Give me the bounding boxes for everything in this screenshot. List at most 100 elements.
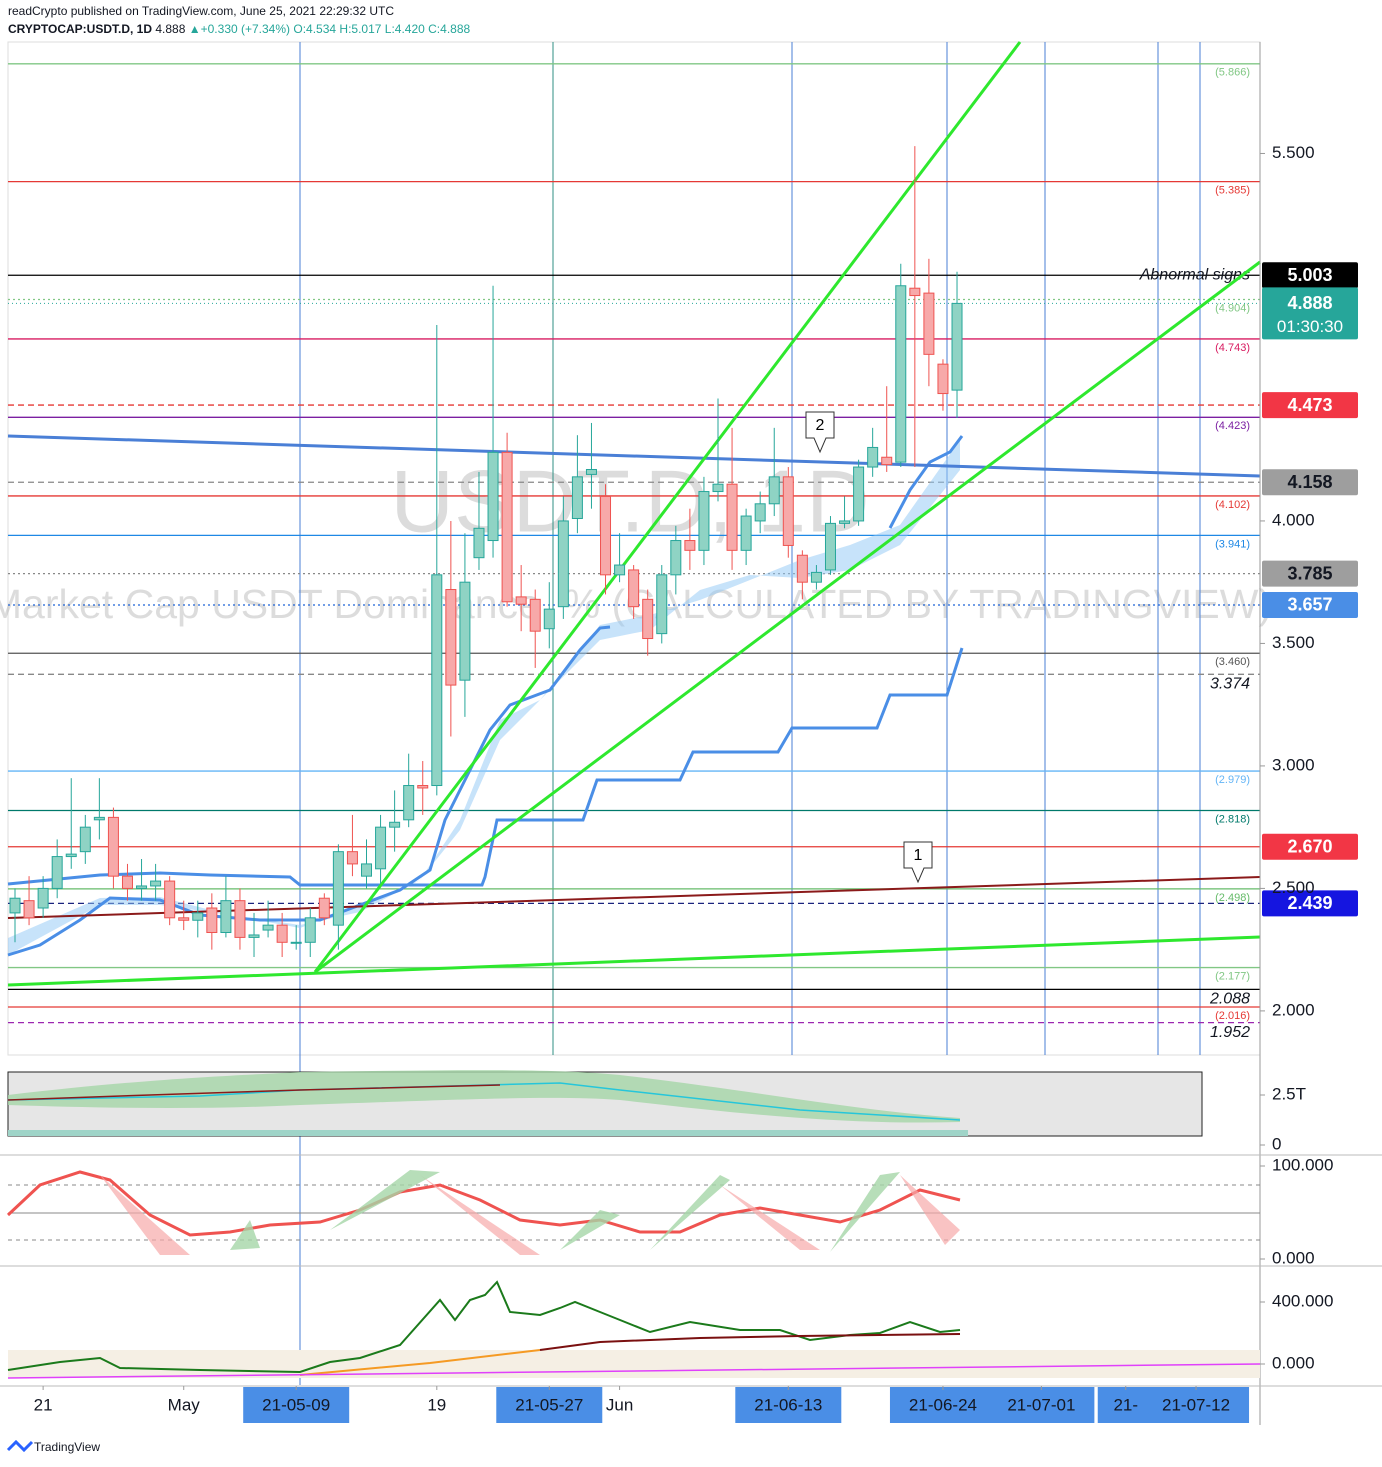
vertical-lines	[299, 42, 1201, 1385]
candle-body	[220, 900, 232, 934]
candle-body	[431, 574, 443, 787]
published: readCrypto published on TradingView.com,…	[8, 4, 394, 18]
x-tick-label: 21-06-13	[754, 1395, 822, 1414]
change: ▲+0.330 (+7.34%)	[189, 22, 290, 36]
candle-body	[192, 912, 204, 921]
candle-body	[361, 863, 372, 877]
candles	[9, 146, 963, 958]
pane-tick-label: 2.5T	[1272, 1084, 1306, 1103]
candle-body	[375, 826, 387, 870]
candle-body	[810, 571, 822, 583]
candle-body	[515, 596, 527, 605]
candle-body	[628, 569, 640, 608]
candle-body	[585, 468, 597, 475]
level-label: 2.088	[1209, 991, 1250, 1008]
price-badge-label: 4.473	[1287, 395, 1332, 415]
x-tick-label: 21	[34, 1395, 53, 1414]
symbol: CRYPTOCAP:USDT.D, 1D	[8, 22, 152, 36]
candle-body	[262, 924, 274, 931]
candle-body	[656, 574, 668, 635]
candle-body	[304, 917, 316, 943]
level-label: (5.866)	[1215, 67, 1250, 79]
candle-body	[389, 821, 401, 828]
last-price-label: 4.888	[1287, 293, 1332, 313]
x-badge	[735, 1387, 842, 1423]
oscillator-pane	[6, 1170, 1260, 1255]
y-tick-label: 2.500	[1272, 878, 1315, 897]
price-badge	[1262, 560, 1358, 587]
y-tick-label: 3.500	[1272, 633, 1315, 652]
candle-body	[417, 785, 429, 789]
level-label: (4.743)	[1215, 342, 1250, 354]
x-tick-label: 21-05-27	[515, 1395, 583, 1414]
candle-body	[248, 934, 260, 938]
candle-body	[501, 451, 513, 603]
price-badge-label: 5.003	[1287, 265, 1332, 285]
candle-body	[543, 608, 555, 630]
candle-body	[150, 880, 162, 887]
candle-body	[65, 853, 77, 858]
level-label: (2.979)	[1215, 774, 1250, 786]
candle-body	[23, 900, 35, 919]
candle-body	[909, 287, 921, 297]
candle-body	[557, 520, 569, 608]
level-label: (5.385)	[1215, 185, 1250, 197]
candle-body	[881, 456, 893, 466]
candle-body	[459, 581, 471, 681]
level-label: (3.941)	[1215, 538, 1250, 550]
price-badge-label: 3.657	[1287, 595, 1332, 615]
level-label: (2.177)	[1215, 970, 1250, 982]
level-label: (2.818)	[1215, 813, 1250, 825]
price-badge	[1262, 591, 1358, 618]
callouts: 2 1	[805, 411, 933, 884]
candle-body	[712, 483, 724, 493]
candle-body	[726, 483, 738, 551]
x-badge	[1143, 1387, 1250, 1423]
price-badge-label: 2.439	[1287, 893, 1332, 913]
candle-body	[684, 540, 696, 551]
candle-body	[136, 885, 148, 889]
candle-body	[164, 880, 176, 919]
candle-body	[600, 495, 612, 576]
candle-body	[473, 527, 485, 559]
y-tick-label: 4.000	[1272, 510, 1315, 529]
x-tick-label: 21-05-09	[262, 1395, 330, 1414]
candle-body	[937, 363, 949, 395]
candle-body	[346, 851, 358, 865]
candle-body	[824, 522, 836, 571]
level-label: (2.498)	[1215, 892, 1250, 904]
candle-body	[178, 917, 190, 921]
x-tick-label: 21-07-01	[1007, 1395, 1075, 1414]
candle-body	[487, 451, 499, 542]
x-badge	[889, 1387, 996, 1423]
level-note: Abnormal signs	[1139, 266, 1250, 283]
level-label: (3.460)	[1215, 656, 1250, 668]
candle-body	[37, 887, 49, 909]
candle-body	[403, 785, 415, 821]
candle-body	[332, 851, 344, 926]
x-tick-label: Jun	[606, 1395, 633, 1414]
x-badge	[988, 1387, 1095, 1423]
ohlc: O:4.534 H:5.017 L:4.420 C:4.888	[293, 22, 470, 36]
indicator-lines	[7, 41, 1261, 987]
candle-body	[853, 466, 865, 522]
candle-body	[754, 503, 766, 522]
y-tick-label: 5.500	[1272, 143, 1315, 162]
candle-body	[614, 564, 626, 576]
candle-body	[206, 907, 218, 934]
candle-body	[234, 900, 246, 938]
candle-body	[923, 292, 935, 355]
x-tick-label: 21-06-24	[909, 1395, 977, 1414]
price-badge	[1262, 890, 1358, 917]
candle-body	[951, 302, 963, 391]
x-tick-label: 21-	[1113, 1395, 1138, 1414]
price-badge	[1262, 469, 1358, 496]
x-tick-label: May	[168, 1395, 201, 1414]
level-label: (4.904)	[1215, 302, 1250, 314]
candle-body	[670, 540, 682, 576]
candle-body	[740, 515, 752, 551]
last: 4.888	[155, 22, 185, 36]
candle-body	[445, 589, 457, 686]
